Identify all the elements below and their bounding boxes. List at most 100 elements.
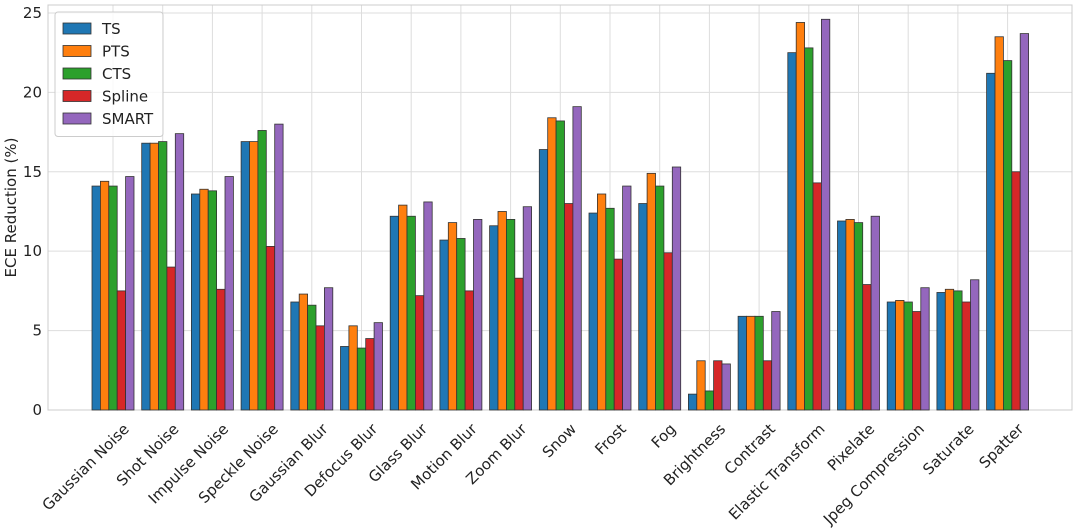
bar-pts-11 bbox=[646, 172, 656, 411]
y-tick-label: 10 bbox=[23, 242, 42, 260]
y-tick-label: 20 bbox=[23, 83, 42, 101]
bar-spline-2 bbox=[216, 288, 226, 411]
bar-pts-13 bbox=[746, 315, 756, 411]
bar-cts-5 bbox=[356, 347, 367, 411]
legend-label-ts: TS bbox=[101, 20, 121, 38]
bar-cts-12 bbox=[704, 390, 715, 411]
bar-cts-3 bbox=[257, 130, 267, 411]
bar-cts-6 bbox=[406, 215, 416, 411]
y-axis-ticks: 0 5 10 15 20 25 bbox=[23, 4, 42, 419]
bar-cts-15 bbox=[853, 222, 864, 411]
x-tick-label: Fog bbox=[648, 420, 680, 452]
bar-smart-17 bbox=[970, 279, 980, 411]
bar-pts-14 bbox=[795, 22, 806, 411]
legend-swatch-pts bbox=[62, 45, 92, 57]
bar-ts-17 bbox=[936, 292, 946, 411]
legend-label-spline: Spline bbox=[102, 88, 148, 106]
legend-label-cts: CTS bbox=[102, 65, 131, 83]
bar-cts-10 bbox=[605, 207, 615, 411]
bar-pts-15 bbox=[845, 219, 855, 411]
x-tick-label: Frost bbox=[591, 420, 629, 458]
bar-pts-2 bbox=[199, 188, 209, 411]
bar-ts-15 bbox=[837, 220, 847, 411]
bar-cts-14 bbox=[804, 47, 814, 411]
bar-spline-18 bbox=[1011, 171, 1021, 411]
bar-smart-15 bbox=[870, 215, 880, 411]
bar-pts-9 bbox=[547, 117, 557, 411]
y-axis-label: ECE Reduction (%) bbox=[2, 138, 20, 278]
bar-smart-13 bbox=[771, 311, 781, 411]
x-tick-label: Gaussian Noise bbox=[39, 420, 133, 514]
legend-swatch-smart bbox=[62, 112, 92, 125]
bar-cts-4 bbox=[307, 304, 317, 411]
bar-pts-8 bbox=[497, 211, 507, 411]
bar-spline-6 bbox=[414, 295, 425, 411]
legend-swatch-cts bbox=[62, 67, 92, 80]
bar-spline-15 bbox=[862, 284, 872, 411]
bar-spline-5 bbox=[365, 338, 375, 411]
bar-pts-3 bbox=[249, 141, 259, 411]
bar-ts-6 bbox=[389, 215, 400, 411]
bar-cts-18 bbox=[1003, 60, 1013, 411]
bar-spline-16 bbox=[912, 311, 922, 411]
bar-smart-9 bbox=[572, 106, 582, 411]
bar-smart-4 bbox=[323, 287, 334, 411]
bar-ts-9 bbox=[538, 149, 549, 411]
y-tick-label: 5 bbox=[32, 322, 42, 340]
bar-spline-9 bbox=[564, 203, 574, 411]
bar-pts-7 bbox=[447, 222, 458, 411]
x-tick-label: Spatter bbox=[975, 419, 1027, 471]
bar-smart-2 bbox=[224, 176, 234, 411]
bar-spline-8 bbox=[514, 277, 524, 411]
x-tick-label: Snow bbox=[539, 420, 580, 461]
bar-pts-4 bbox=[298, 293, 309, 411]
bar-ts-13 bbox=[737, 315, 747, 411]
bar-spline-14 bbox=[812, 182, 822, 411]
legend-label-smart: SMART bbox=[102, 110, 154, 128]
bar-ts-12 bbox=[688, 393, 698, 411]
legend-swatch-spline bbox=[62, 90, 92, 102]
bar-spline-4 bbox=[315, 325, 325, 411]
bar-ts-8 bbox=[489, 225, 499, 411]
bar-pts-18 bbox=[994, 36, 1004, 411]
bar-spline-13 bbox=[762, 360, 773, 411]
bar-smart-18 bbox=[1019, 33, 1030, 411]
bar-smart-1 bbox=[174, 133, 185, 411]
y-tick-label: 0 bbox=[32, 401, 42, 419]
bar-ts-2 bbox=[190, 193, 201, 411]
bar-spline-1 bbox=[166, 266, 176, 411]
bar-smart-3 bbox=[274, 123, 284, 411]
bar-pts-0 bbox=[100, 180, 110, 411]
bar-smart-11 bbox=[671, 166, 682, 411]
bar-ts-0 bbox=[91, 185, 101, 411]
bar-pts-5 bbox=[348, 325, 358, 411]
bar-pts-12 bbox=[696, 360, 706, 411]
bar-smart-8 bbox=[522, 206, 533, 411]
bar-ts-11 bbox=[638, 203, 648, 411]
bar-cts-16 bbox=[903, 301, 913, 411]
bar-pts-6 bbox=[398, 204, 408, 411]
bar-smart-16 bbox=[920, 287, 930, 411]
bar-cts-17 bbox=[953, 290, 963, 411]
bar-cts-13 bbox=[754, 315, 764, 411]
legend-box bbox=[54, 11, 164, 137]
bar-spline-7 bbox=[464, 290, 474, 411]
bar-smart-10 bbox=[622, 185, 632, 411]
bar-smart-5 bbox=[373, 322, 383, 411]
x-tick-label: Saturate bbox=[919, 420, 977, 478]
x-tick-label: Elastic Transform bbox=[725, 420, 828, 523]
legend: TS PTS CTS Spline SMART bbox=[54, 11, 164, 137]
bar-cts-1 bbox=[158, 141, 168, 411]
bar-ts-3 bbox=[240, 141, 250, 411]
bar-ts-10 bbox=[588, 212, 598, 411]
legend-label-pts: PTS bbox=[102, 43, 130, 61]
bar-ts-18 bbox=[986, 72, 996, 411]
bar-cts-0 bbox=[108, 185, 118, 411]
bar-ts-4 bbox=[290, 301, 300, 411]
legend-swatch-ts bbox=[62, 22, 92, 35]
y-tick-label: 25 bbox=[23, 4, 42, 22]
bar-smart-7 bbox=[473, 219, 483, 411]
bar-spline-17 bbox=[961, 301, 971, 411]
